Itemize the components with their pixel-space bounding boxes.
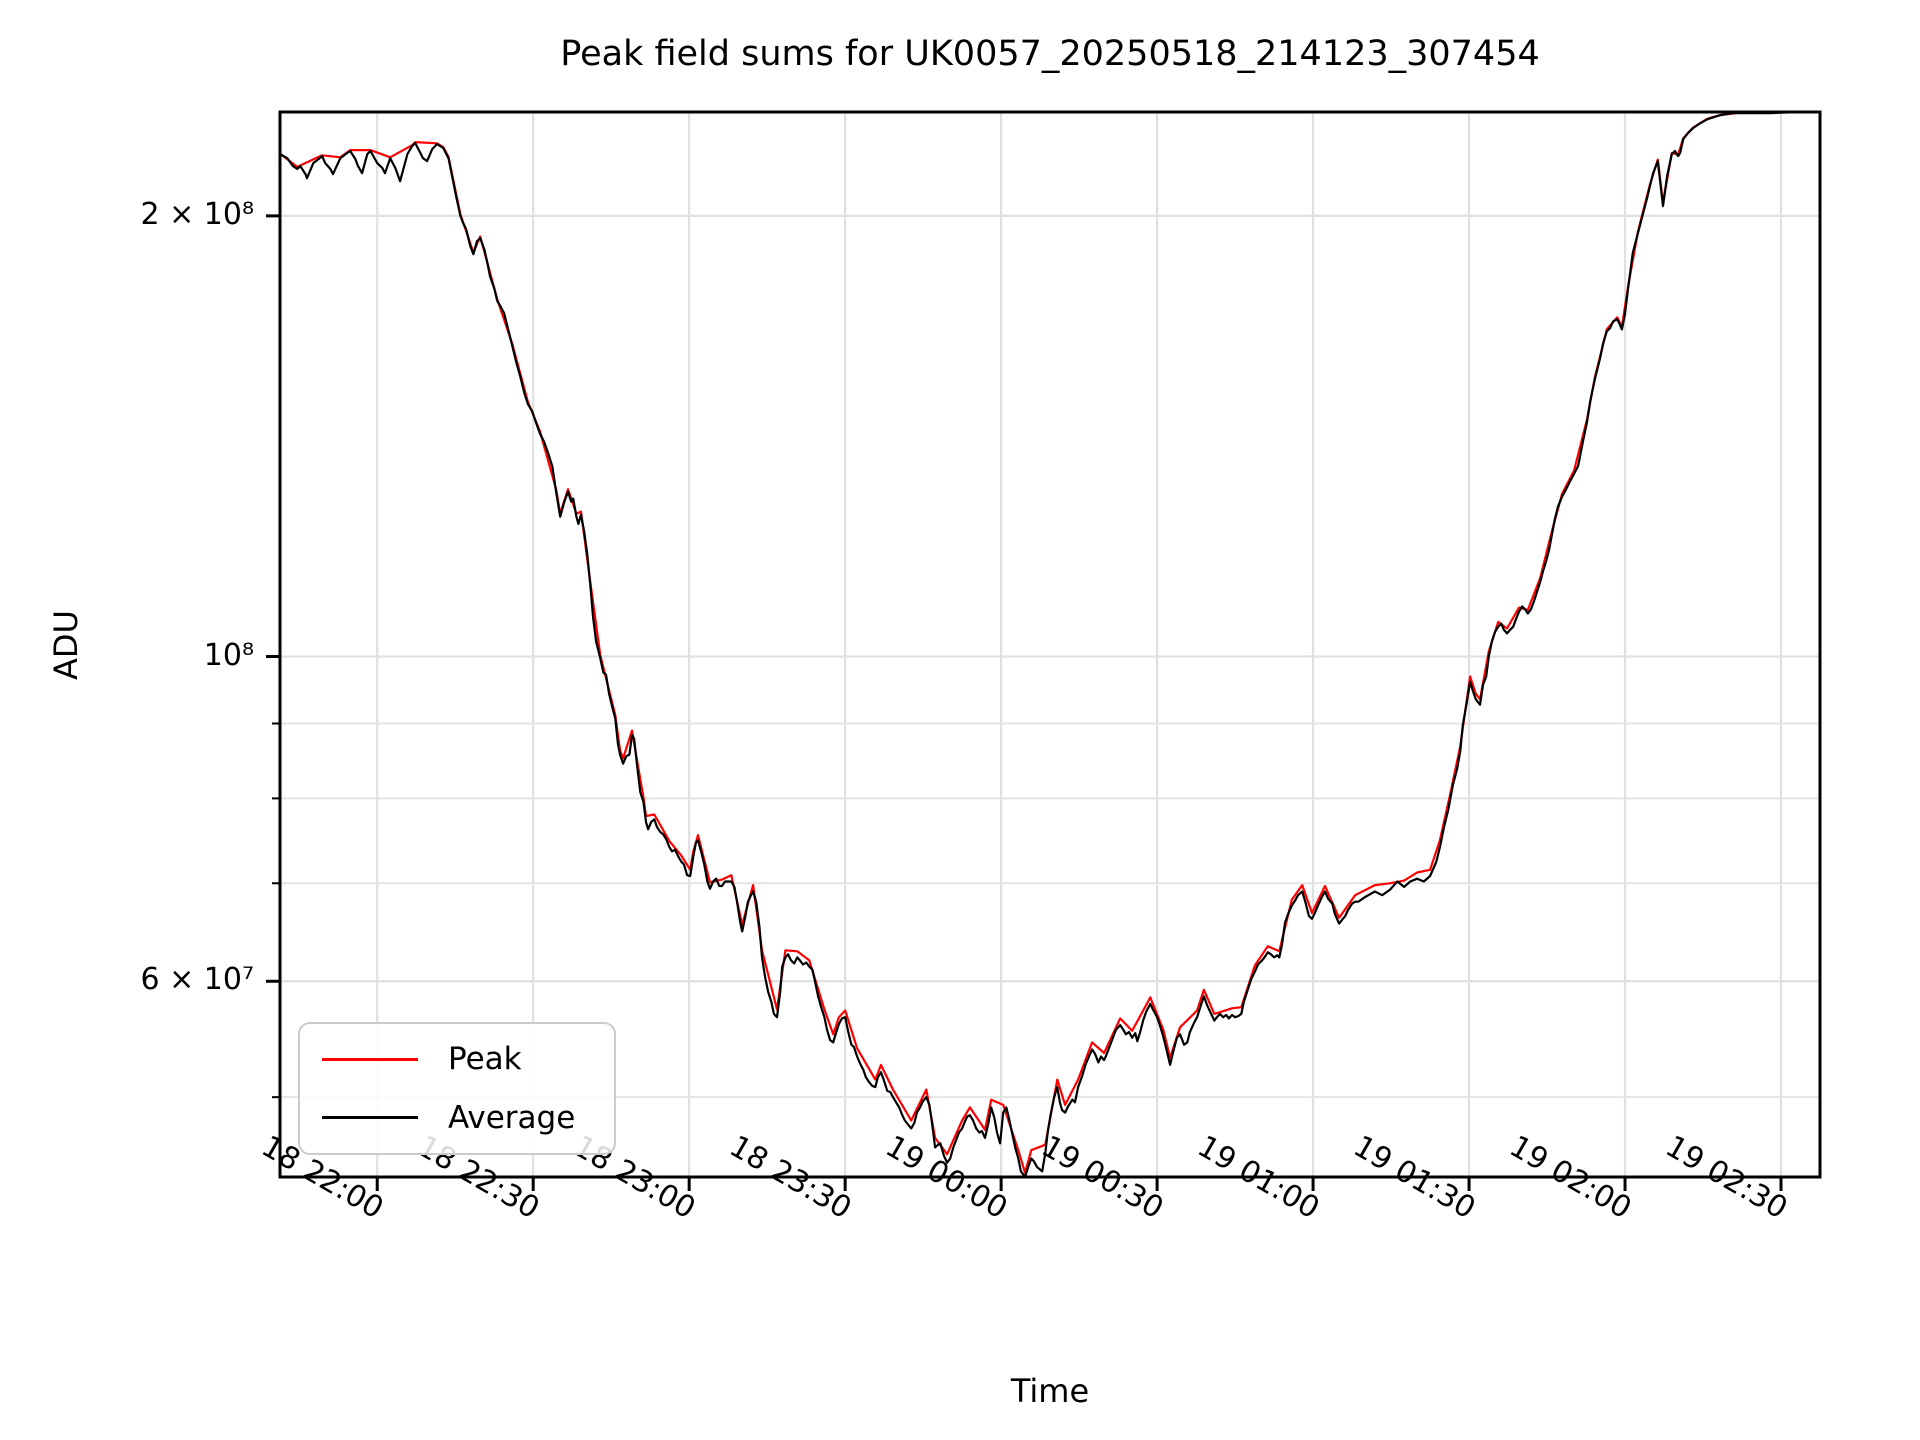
- legend-item-average: Average: [322, 1100, 614, 1136]
- chart-title: Peak field sums for UK0057_20250518_2141…: [560, 34, 1540, 74]
- peak-line-swatch: [322, 1057, 418, 1061]
- legend-label-peak: Peak: [448, 1041, 522, 1078]
- legend: Peak Average: [298, 1022, 616, 1155]
- y-tick-label: 10⁸: [203, 637, 254, 673]
- legend-label-average: Average: [448, 1099, 576, 1136]
- x-axis-label: Time: [1010, 1372, 1090, 1410]
- y-tick-label: 2 × 10⁸: [140, 196, 255, 232]
- legend-item-peak: Peak: [322, 1041, 614, 1077]
- average-line-swatch: [322, 1116, 418, 1120]
- series-line-average: [280, 112, 1818, 1177]
- axes-spines: [278, 110, 1822, 1179]
- series-line-peak: [280, 112, 1818, 1174]
- y-axis-label: ADU: [47, 610, 85, 680]
- y-tick-label: 6 × 10⁷: [140, 962, 255, 998]
